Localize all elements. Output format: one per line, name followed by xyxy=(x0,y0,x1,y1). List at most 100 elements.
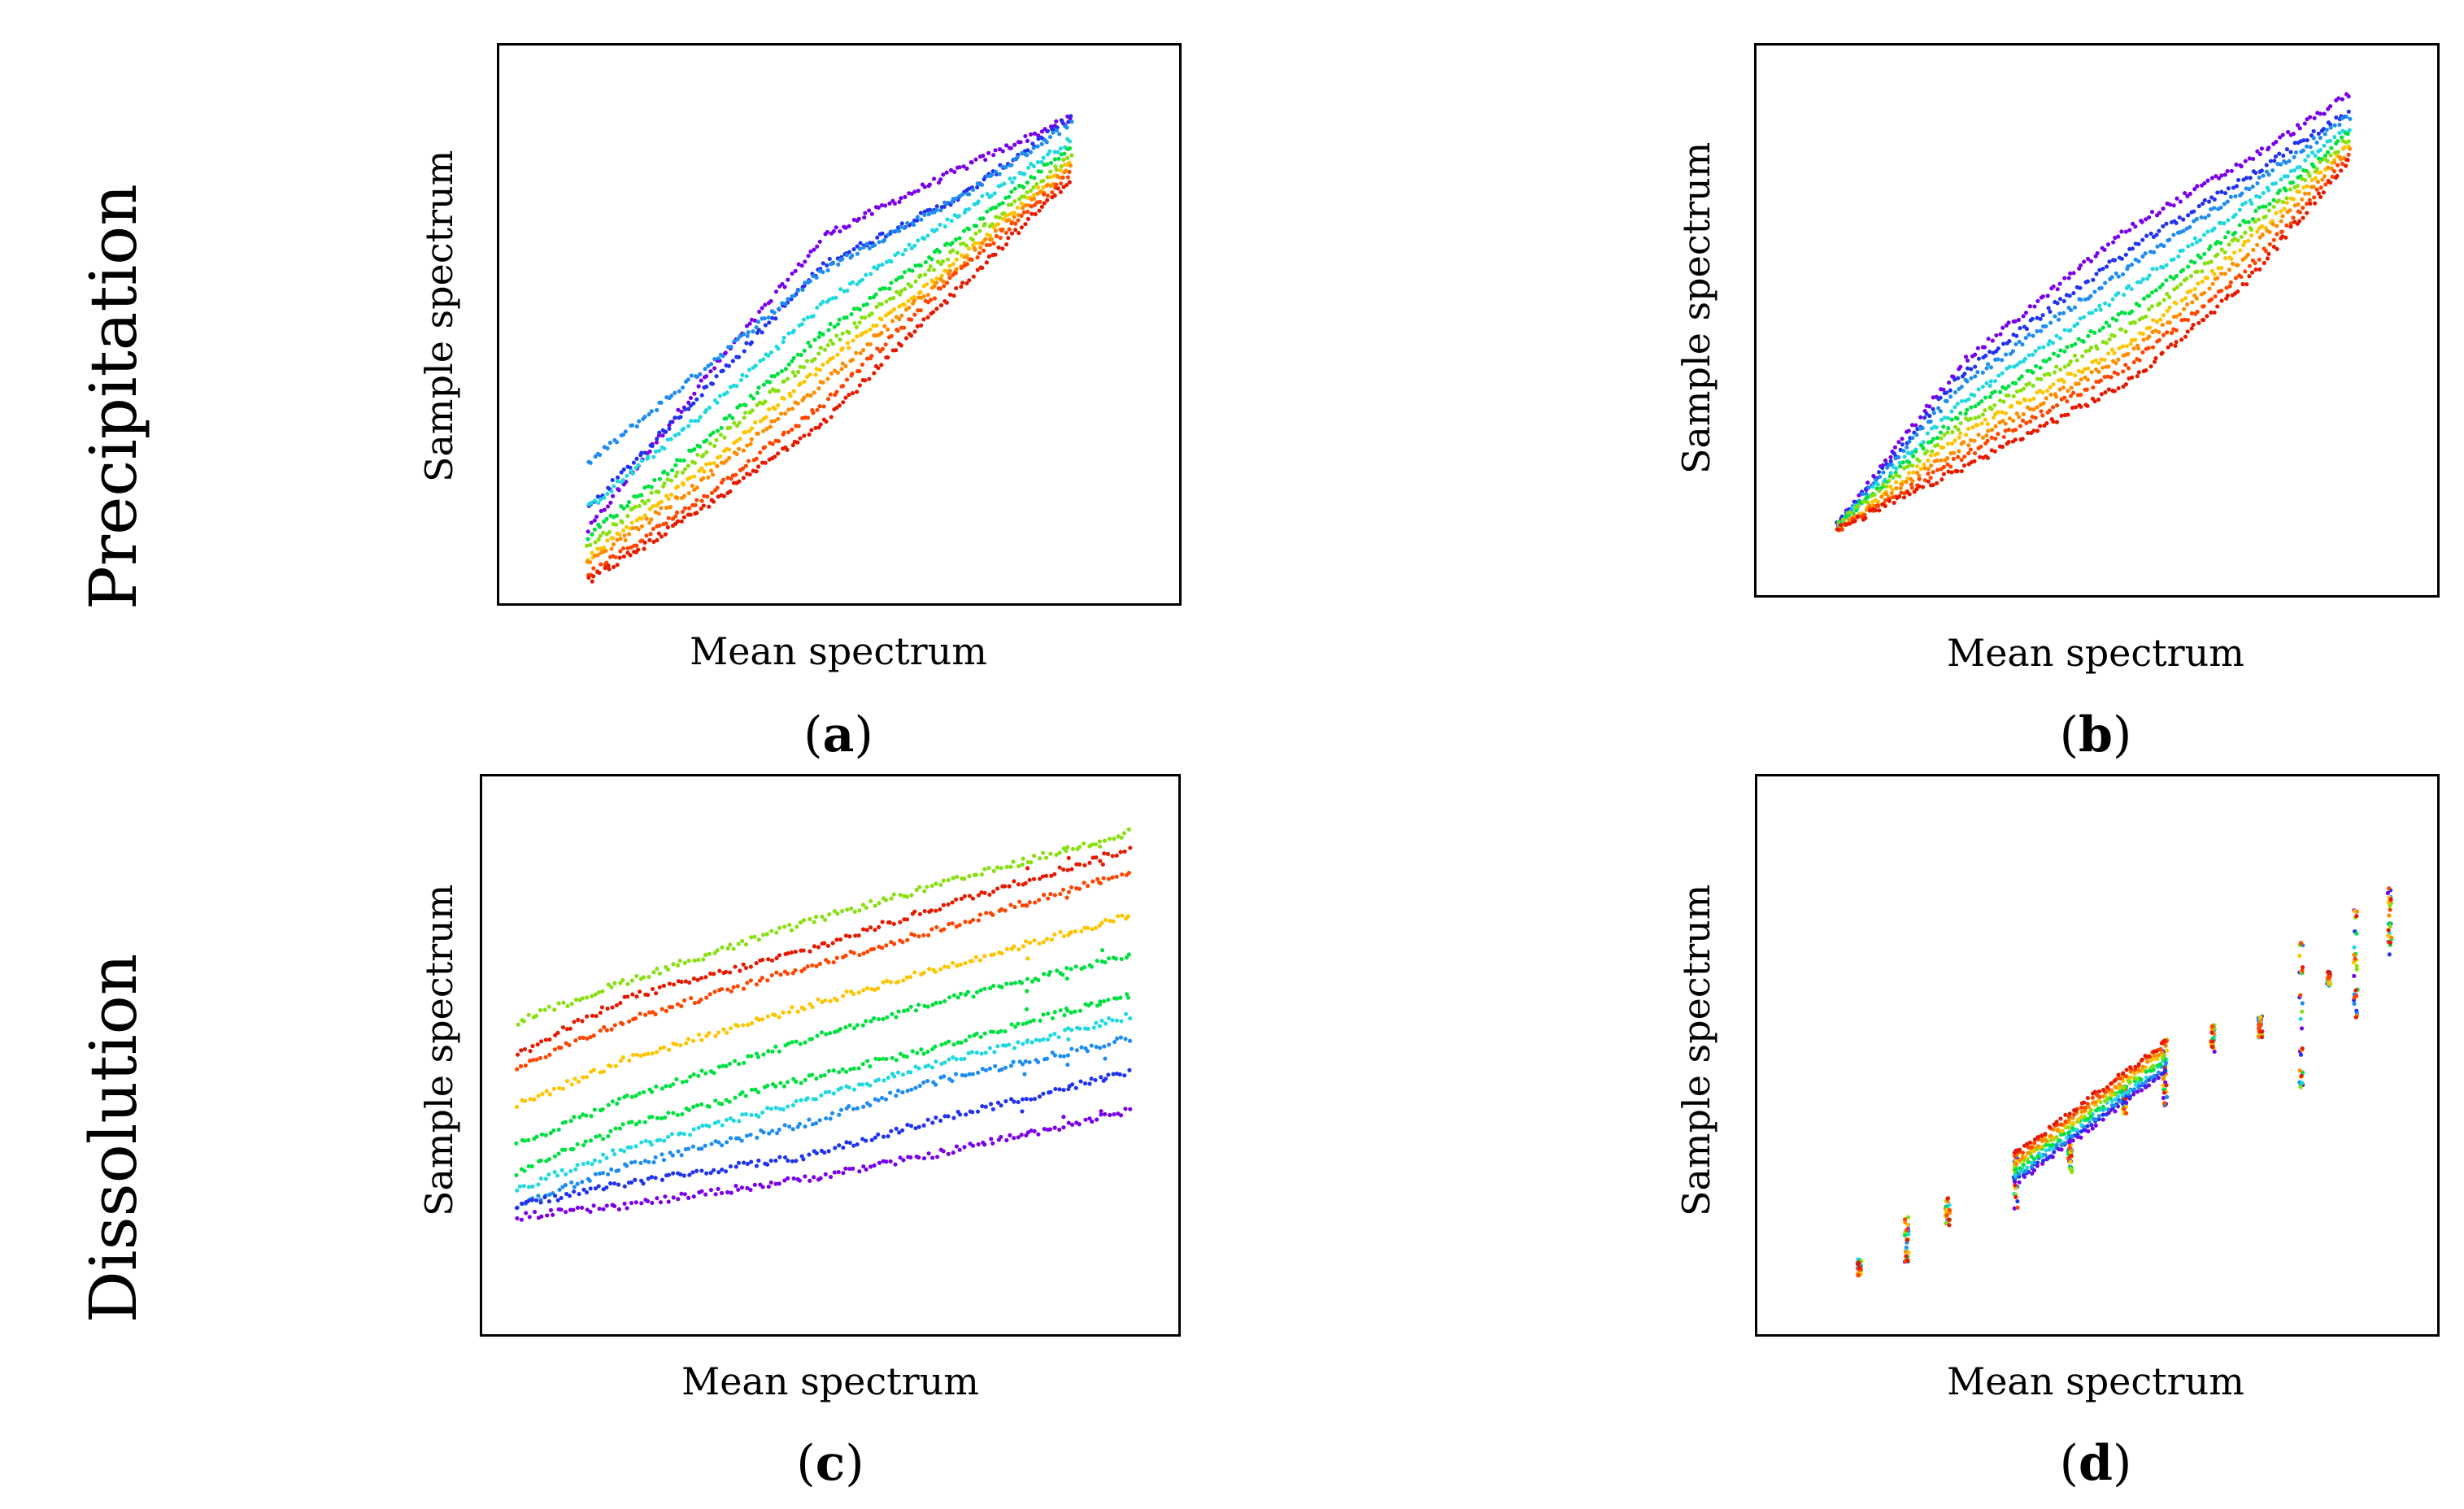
data-point xyxy=(864,1138,868,1143)
data-point xyxy=(542,1194,547,1199)
data-point xyxy=(785,376,790,381)
data-point xyxy=(790,1159,794,1163)
data-point xyxy=(967,278,972,283)
data-point xyxy=(1107,1015,1112,1020)
data-point xyxy=(2267,202,2272,207)
data-point xyxy=(2316,191,2321,196)
data-point xyxy=(2233,194,2238,199)
data-point xyxy=(659,1115,664,1121)
data-point xyxy=(2071,291,2076,296)
data-point xyxy=(741,448,747,453)
data-point xyxy=(1061,1115,1066,1120)
data-point xyxy=(897,1130,902,1135)
data-point xyxy=(715,400,720,405)
data-point xyxy=(915,1050,920,1055)
data-point xyxy=(951,1150,956,1155)
data-point xyxy=(2320,177,2325,182)
data-point xyxy=(2201,304,2206,309)
data-point xyxy=(2353,956,2357,961)
data-point xyxy=(2104,320,2109,325)
data-point xyxy=(1016,882,1021,887)
data-point xyxy=(2325,159,2330,163)
data-point xyxy=(1087,1081,1092,1086)
data-point xyxy=(1952,389,1958,395)
data-point xyxy=(943,998,947,1004)
data-point xyxy=(757,309,762,315)
data-point xyxy=(668,420,673,424)
data-point xyxy=(868,1164,873,1169)
data-point xyxy=(2149,210,2155,215)
data-point xyxy=(964,243,969,248)
data-point xyxy=(868,327,873,332)
data-point xyxy=(694,1168,699,1173)
data-point xyxy=(882,203,888,208)
data-point xyxy=(1003,230,1008,235)
data-point xyxy=(2329,166,2335,172)
data-point xyxy=(1918,467,1923,472)
data-point xyxy=(851,1026,857,1031)
data-point xyxy=(1898,464,1903,469)
data-point xyxy=(2304,202,2309,207)
data-point xyxy=(727,455,732,460)
data-point xyxy=(646,498,651,503)
data-point xyxy=(844,377,850,382)
data-point xyxy=(2136,241,2141,246)
data-point xyxy=(734,424,740,428)
data-point xyxy=(2232,237,2237,241)
data-point xyxy=(642,450,647,455)
data-point xyxy=(954,1057,959,1062)
data-point xyxy=(953,1072,959,1076)
data-point xyxy=(2270,167,2275,173)
data-point xyxy=(684,1079,689,1084)
data-point xyxy=(1982,345,1987,350)
data-point xyxy=(1070,846,1075,851)
data-point xyxy=(588,1035,593,1040)
data-point xyxy=(599,508,603,514)
data-point xyxy=(2219,272,2224,276)
data-point xyxy=(1957,435,1961,440)
data-point xyxy=(709,1142,714,1146)
data-point xyxy=(803,1040,808,1045)
data-point xyxy=(950,241,955,246)
data-point xyxy=(2225,293,2231,298)
data-point xyxy=(605,446,610,451)
data-point xyxy=(757,978,762,983)
data-point xyxy=(1126,870,1132,876)
data-point xyxy=(952,169,957,175)
data-point xyxy=(703,1071,708,1076)
data-point xyxy=(661,983,667,989)
data-point xyxy=(1058,929,1063,934)
data-point xyxy=(2251,156,2256,162)
data-point xyxy=(2298,1016,2303,1021)
data-point xyxy=(983,157,988,163)
data-point xyxy=(768,1158,773,1163)
data-point xyxy=(1057,175,1062,180)
data-point xyxy=(715,485,720,490)
data-point xyxy=(2097,303,2102,308)
data-point xyxy=(743,942,749,947)
data-point xyxy=(671,1111,676,1115)
data-point xyxy=(1114,1018,1120,1023)
data-point xyxy=(1972,438,1977,443)
data-point xyxy=(783,367,788,372)
data-point xyxy=(769,958,775,963)
data-point xyxy=(925,1004,930,1009)
data-point xyxy=(2015,363,2020,367)
data-point xyxy=(2050,405,2056,410)
data-point xyxy=(2027,398,2032,402)
data-point xyxy=(2031,333,2035,338)
data-point xyxy=(667,426,672,431)
data-point xyxy=(2091,277,2096,282)
data-point xyxy=(2103,390,2108,395)
data-point xyxy=(838,1027,843,1032)
data-point xyxy=(978,1034,983,1039)
data-point xyxy=(2013,341,2018,347)
data-point xyxy=(793,950,798,955)
data-point xyxy=(882,1078,886,1083)
data-point xyxy=(868,1064,873,1069)
data-point xyxy=(2255,242,2260,247)
data-point xyxy=(781,1010,786,1015)
data-point xyxy=(1046,1037,1051,1042)
data-point xyxy=(1944,398,1949,403)
data-point xyxy=(711,499,716,504)
